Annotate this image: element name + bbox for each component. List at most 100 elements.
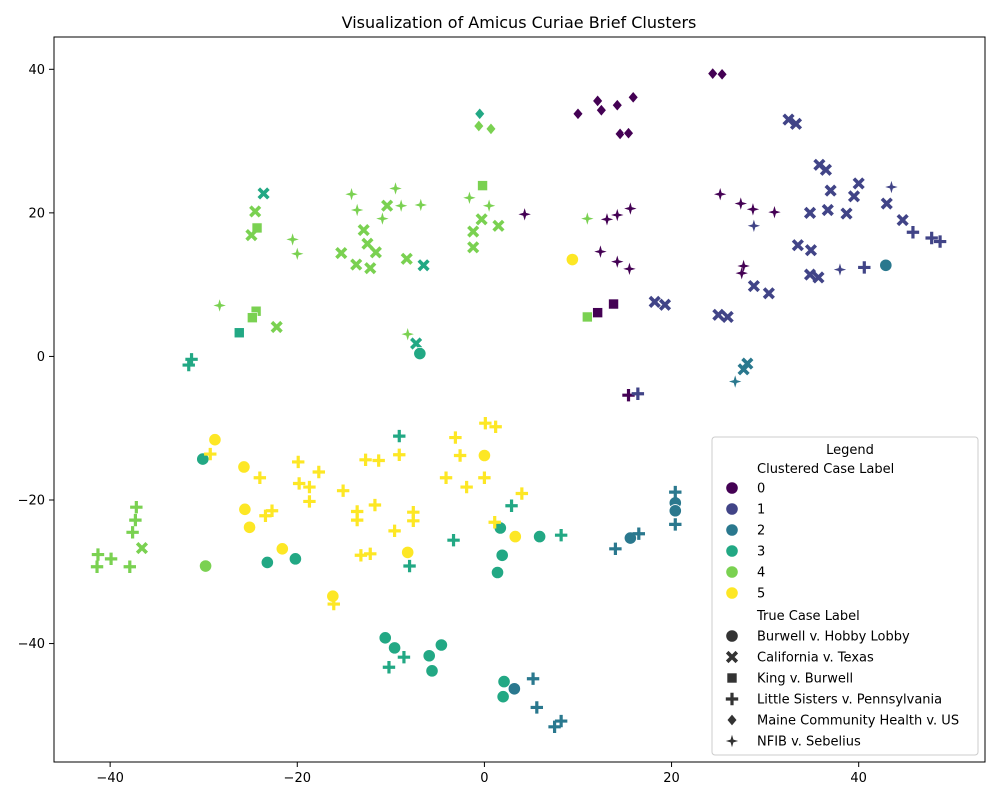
x-tick-label: 0: [480, 771, 488, 786]
y-tick-label: 40: [28, 63, 45, 78]
data-point: [548, 720, 561, 734]
data-point: [335, 246, 348, 260]
data-point: [789, 117, 803, 130]
data-point: [104, 552, 118, 566]
data-point: [478, 471, 491, 484]
data-point: [712, 308, 725, 321]
data-point: [515, 487, 529, 500]
data-point: [492, 219, 505, 232]
legend-cluster-marker: [725, 544, 739, 558]
data-point: [746, 203, 760, 216]
data-point: [288, 552, 303, 566]
y-tick-label: 0: [37, 350, 45, 365]
data-point: [609, 542, 622, 556]
data-point: [260, 555, 274, 570]
legend-cluster-label: 5: [757, 587, 765, 602]
legend-cluster-marker: [725, 565, 739, 579]
legend-cluster-label: 4: [757, 566, 765, 581]
data-point: [410, 337, 423, 350]
data-point: [369, 246, 382, 259]
data-point: [245, 229, 258, 242]
data-point: [381, 199, 394, 212]
data-point: [213, 299, 226, 312]
legend-title: Legend: [826, 443, 874, 458]
data-point: [275, 542, 289, 556]
plot-frame: [53, 36, 986, 763]
legend-cluster-marker: [725, 502, 739, 516]
data-point: [90, 560, 104, 573]
data-point: [350, 258, 363, 271]
data-point: [847, 190, 861, 203]
x-tick-label: 40: [850, 771, 867, 786]
data-point: [474, 107, 486, 121]
legend-case-label: Burwell v. Hobby Lobby: [757, 630, 910, 645]
data-point: [403, 559, 416, 573]
data-point: [734, 197, 747, 210]
data-point: [129, 513, 142, 527]
data-point: [572, 107, 584, 121]
legend-case-label: King v. Burwell: [757, 672, 853, 687]
data-point: [482, 199, 496, 212]
data-point: [906, 226, 920, 239]
x-tick-label: −40: [96, 771, 123, 786]
data-point: [400, 252, 413, 265]
data-point: [824, 184, 837, 197]
legend: Legend Clustered Case Label 0 1 2 3 4 5 True Cas…: [711, 436, 979, 756]
data-point: [126, 526, 139, 539]
data-point: [247, 312, 258, 323]
data-point: [449, 431, 462, 444]
legend-cluster-marker: [725, 523, 739, 537]
data-point: [879, 258, 893, 272]
legend-hue-title: Clustered Case Label: [757, 462, 894, 477]
data-point: [238, 502, 252, 516]
data-point: [880, 197, 893, 210]
data-point: [632, 527, 645, 540]
data-point: [359, 453, 372, 466]
data-point: [812, 271, 825, 284]
data-point: [488, 516, 501, 529]
legend-case-marker: [725, 692, 739, 706]
data-point: [614, 127, 626, 141]
legend-box: [711, 436, 979, 756]
data-point: [668, 504, 682, 518]
data-point: [376, 212, 389, 225]
data-point: [475, 213, 488, 226]
points-layer: [90, 67, 947, 734]
data-point: [728, 375, 742, 388]
data-point: [721, 310, 734, 324]
y-tick-label: −20: [18, 493, 45, 508]
data-point: [378, 631, 392, 645]
data-point: [477, 448, 492, 463]
legend-cluster-label: 3: [757, 545, 765, 560]
data-point: [925, 231, 938, 245]
data-point: [885, 180, 898, 194]
data-point: [533, 530, 547, 544]
data-point: [554, 528, 568, 542]
data-point: [414, 198, 427, 212]
data-point: [669, 518, 682, 531]
data-point: [852, 177, 865, 190]
y-tick-label: 20: [28, 206, 45, 221]
data-point: [747, 280, 760, 293]
data-point: [453, 449, 467, 462]
data-point: [600, 213, 614, 226]
data-point: [382, 661, 396, 674]
data-point: [611, 255, 624, 268]
data-point: [477, 180, 488, 191]
data-point: [401, 545, 415, 559]
legend-case-marker: [725, 650, 739, 664]
data-point: [530, 701, 544, 714]
legend-case-marker: [726, 672, 738, 684]
data-point: [623, 262, 636, 276]
data-point: [291, 247, 304, 260]
data-point: [251, 222, 263, 234]
data-point: [507, 682, 521, 696]
data-point: [840, 207, 853, 220]
data-point: [611, 208, 624, 222]
legend-case-marker: [725, 734, 739, 748]
data-point: [368, 498, 382, 512]
data-point: [182, 358, 195, 372]
data-point: [198, 559, 213, 573]
data-point: [707, 67, 719, 80]
